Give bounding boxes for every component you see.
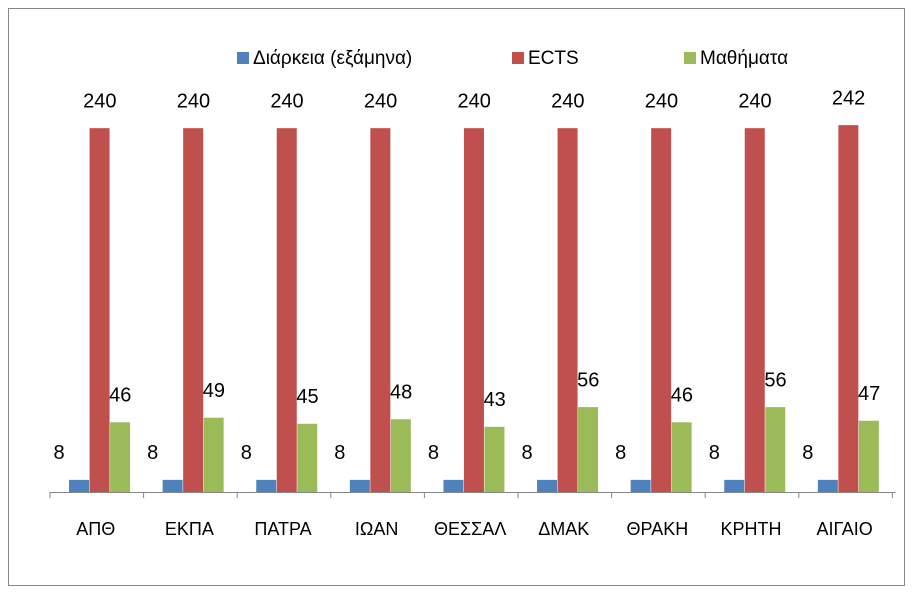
bar: [69, 479, 90, 492]
data-label: 8: [241, 442, 252, 464]
x-tick-label: ΑΠΘ: [76, 519, 115, 539]
bar: [817, 479, 838, 492]
bar: [557, 128, 578, 492]
data-label: 47: [858, 383, 880, 405]
data-label: 240: [645, 90, 678, 112]
x-tick-label: ΑΙΓΑΙΟ: [816, 519, 872, 539]
data-label: 46: [109, 385, 131, 407]
legend-label: Διάρκεια (εξάμηνα): [253, 48, 412, 69]
data-label: 56: [577, 369, 599, 391]
bar: [463, 128, 484, 492]
bar: [630, 479, 651, 492]
bar: [89, 128, 110, 492]
x-tick-label: ΘΕΣΣΑΛ: [434, 519, 506, 539]
bar: [256, 479, 277, 492]
data-label: 8: [709, 442, 720, 464]
data-label: 8: [615, 442, 626, 464]
data-label: 8: [802, 442, 813, 464]
data-label: 43: [484, 389, 506, 411]
bar: [443, 479, 464, 492]
bar: [183, 128, 204, 492]
bar: [724, 479, 745, 492]
data-label: 240: [551, 90, 584, 112]
data-label: 240: [738, 90, 771, 112]
bar: [162, 479, 183, 492]
data-label: 8: [147, 442, 158, 464]
legend-label: Μαθήματα: [700, 48, 788, 69]
bar: [297, 423, 318, 492]
data-label: 48: [390, 382, 412, 404]
x-tick-label: ΚΡΗΤΗ: [720, 519, 781, 539]
legend-label: ECTS: [528, 48, 579, 69]
data-label: 8: [334, 442, 345, 464]
bar: [744, 128, 765, 492]
bar: [203, 417, 224, 492]
bar: [390, 419, 411, 492]
x-tick-label: ΘΡΑΚΗ: [627, 519, 689, 539]
bar: [858, 420, 879, 492]
x-tick-label: ΙΩΑΝ: [355, 519, 398, 539]
bar: [537, 479, 558, 492]
bar: [370, 128, 391, 492]
legend-swatch: [237, 52, 249, 64]
bar: [838, 125, 859, 493]
legend-swatch: [512, 52, 524, 64]
data-label: 8: [53, 442, 64, 464]
x-tick-label: ΔΜΑΚ: [538, 519, 589, 539]
data-label: 240: [364, 90, 397, 112]
bar: [484, 426, 505, 492]
data-label: 8: [521, 442, 532, 464]
data-label: 56: [764, 369, 786, 391]
x-tick-label: ΕΚΠΑ: [165, 519, 214, 539]
bar: [671, 422, 692, 492]
data-label: 240: [177, 90, 210, 112]
bar: [276, 128, 297, 492]
bar: [578, 407, 599, 492]
legend-swatch: [684, 52, 696, 64]
bar: [349, 479, 370, 492]
data-label: 240: [83, 90, 116, 112]
bar: [765, 407, 786, 492]
x-tick-label: ΠΑΤΡΑ: [254, 519, 311, 539]
data-label: 242: [832, 87, 865, 109]
data-label: 240: [458, 90, 491, 112]
data-label: 46: [671, 385, 693, 407]
data-label: 49: [203, 380, 225, 402]
bar: [651, 128, 672, 492]
data-label: 8: [428, 442, 439, 464]
bar: [110, 422, 131, 492]
data-label: 240: [270, 90, 303, 112]
data-label: 45: [296, 386, 318, 408]
